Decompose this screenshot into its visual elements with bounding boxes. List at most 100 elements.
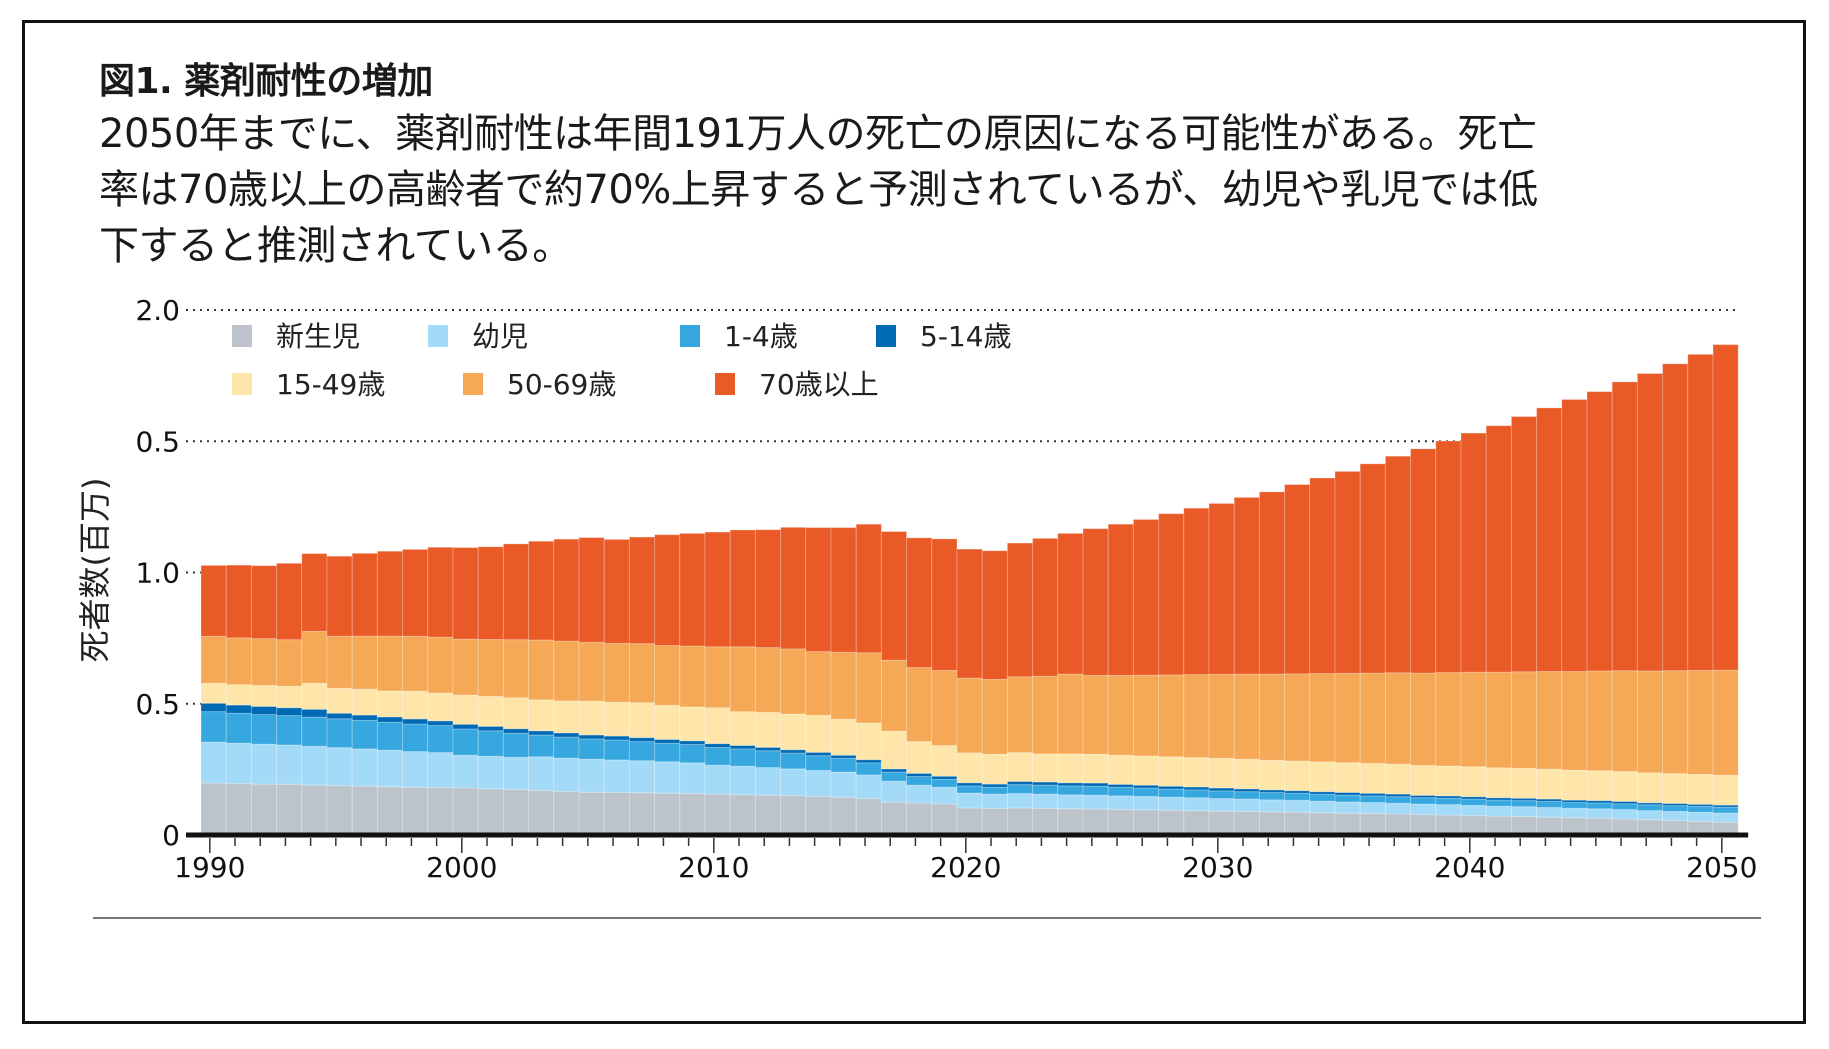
bar-segment [1359,463,1386,674]
bar-segment [628,792,656,836]
bar-segment [326,635,353,689]
bar-segment [1611,670,1638,772]
bar-segment [578,700,605,736]
bar-segment [628,737,656,743]
bar-segment [855,722,882,761]
bar-segment [553,538,580,642]
bar-segment [906,802,933,836]
bar-segment [1510,767,1538,799]
bar-segment [427,720,454,727]
bar-segment [1284,792,1311,801]
bar-segment [225,564,252,639]
legend-label: 70歳以上 [759,368,879,401]
bar-segment [603,701,630,737]
bar-segment [1132,787,1160,797]
bar-segment [1183,797,1210,812]
bar-segment [1132,755,1160,786]
bar-segment [956,807,983,836]
bar-segment [402,723,429,753]
bar-segment [780,768,807,797]
bar-segment [502,756,530,791]
bar-segment [1183,674,1210,759]
legend-label: 1-4歳 [724,320,798,353]
bar-segment [805,751,832,757]
bar-segment [1132,674,1160,757]
bar-segment [1284,811,1311,836]
bar-segment [1410,814,1437,836]
bar-segment [1233,758,1260,790]
bar-segment [679,645,706,708]
bar-segment [326,747,353,787]
bar-segment [704,646,731,709]
bar-segment [402,690,429,720]
bar-segment [250,714,278,745]
bar-segment [225,783,252,836]
y-tick-label: 0 [162,819,180,852]
bar-segment [1384,455,1412,674]
legend-swatch [715,373,735,395]
bar-segment [376,786,404,836]
bar-segment [1032,753,1059,783]
bar-segment [1712,669,1739,776]
legend-label: 50-69歳 [507,368,616,401]
y-tick-label: 0.5 [135,425,180,458]
bar-segment [276,639,303,687]
bar-segment [1460,815,1487,836]
bar-segment [1435,672,1462,767]
bar-segment [477,725,504,732]
bar-segment [1636,670,1664,774]
bar-segment [1712,344,1739,671]
bar-segment [780,752,807,770]
legend-swatch [428,325,448,347]
bar-segment [780,713,807,751]
bar-segment [729,744,756,750]
bar-segment [528,540,555,641]
bar-segment [1410,672,1437,766]
bar-segment [880,801,908,836]
bar-segment [830,771,857,798]
bar-segment [452,547,479,640]
bar-segment [1611,800,1638,805]
bar-segment [1636,373,1664,672]
bar-segment [250,705,278,716]
bar-segment [1460,804,1487,817]
bar-segment [1057,673,1084,755]
bar-segment [477,788,504,836]
bar-segment [1208,757,1235,789]
legend-swatch [232,373,252,395]
figure-title: 図1. 薬剤耐性の増加 [99,61,433,102]
bar-segment [578,758,605,793]
bar-segment [376,716,404,723]
legend-label: 15-49歳 [276,368,385,401]
bar-segment [250,743,278,785]
bar-segment [276,744,303,785]
bar-segment [477,546,504,640]
bar-segment [1460,671,1487,768]
bar-segment [1712,812,1739,823]
bar-segment [654,792,681,836]
bar-segment [1082,674,1109,755]
bar-segment [402,718,429,725]
bar-segment [528,699,555,732]
x-tick-label: 2010 [678,851,749,884]
bar-segment [830,527,857,653]
bar-segment [276,783,303,836]
bars [200,344,1739,836]
bar-segment [225,637,252,686]
bar-segment [351,719,378,750]
bar-segment [1712,774,1739,806]
bar-segment [1258,673,1286,761]
bar-segment [855,652,882,724]
bar-segment [1006,784,1034,795]
bar-segment [1712,806,1739,814]
bar-segment [225,742,252,785]
bar-segment [301,716,328,747]
bar-segment [704,746,731,766]
bar-segment [1662,810,1689,822]
bar-segment [1510,806,1538,818]
bar-segment [225,684,252,706]
bar-segment [906,537,933,669]
bar-segment [301,784,328,836]
bar-segment [502,639,530,699]
bar-segment [855,762,882,776]
